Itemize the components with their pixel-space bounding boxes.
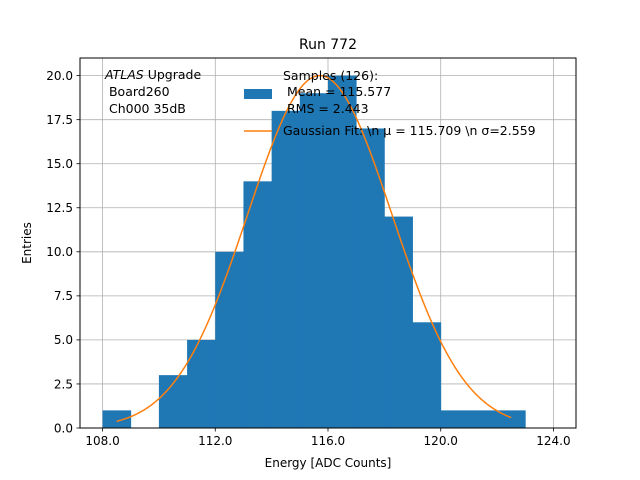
y-tick-label: 0.0 <box>54 421 73 435</box>
gaussian-fit-line <box>116 74 512 423</box>
annotation-line-1: ATLAS Upgrade <box>104 67 201 82</box>
x-tick-label: 112.0 <box>198 434 232 448</box>
legend-hist-line-2: Mean = 115.577 <box>283 84 391 99</box>
histogram-bar <box>215 251 244 428</box>
x-tick-label: 116.0 <box>311 434 345 448</box>
annotation-line-2: Board260 <box>105 84 170 99</box>
histogram-bar <box>356 128 385 428</box>
histogram-bar <box>271 110 301 428</box>
y-axis-ticks: 0.0 2.5 5.0 7.5 10.0 12.5 15.0 17.5 20.0 <box>46 69 80 435</box>
y-axis-label: Entries <box>20 222 34 264</box>
annotation-upgrade: Upgrade <box>144 67 202 82</box>
y-tick-label: 7.5 <box>54 289 73 303</box>
histogram-bar <box>187 339 216 428</box>
legend-hist-swatch <box>244 89 272 99</box>
legend-hist-line-1: Samples (126): <box>283 68 378 83</box>
legend-fit-label: Gaussian Fit: \n μ = 115.709 \n σ=2.559 <box>283 123 536 138</box>
histogram-bar <box>384 216 413 428</box>
annotation-line-3: Ch000 35dB <box>105 101 186 116</box>
gaussian-fit-group <box>116 74 512 423</box>
legend: Samples (126): Mean = 115.577 RMS = 2.44… <box>244 68 536 138</box>
histogram-bars <box>102 75 526 428</box>
x-tick-label: 120.0 <box>424 434 458 448</box>
annotation-atlas: ATLAS <box>104 67 144 82</box>
x-tick-label: 108.0 <box>85 434 119 448</box>
histogram-bar <box>412 322 442 428</box>
histogram-bar <box>440 410 526 428</box>
annotation-box: ATLAS Upgrade Board260 Ch000 35dB <box>104 67 201 116</box>
y-tick-label: 20.0 <box>46 69 73 83</box>
histogram-bar <box>102 410 132 428</box>
x-tick-label: 124.0 <box>536 434 570 448</box>
histogram-bar <box>328 75 357 428</box>
y-tick-label: 12.5 <box>46 201 73 215</box>
y-tick-label: 15.0 <box>46 157 73 171</box>
legend-hist-line-3: RMS = 2.443 <box>283 101 369 116</box>
y-tick-label: 2.5 <box>54 377 73 391</box>
histogram-bar <box>243 181 273 428</box>
x-axis-ticks: 108.0 112.0 116.0 120.0 124.0 <box>85 428 571 448</box>
y-tick-label: 5.0 <box>54 333 73 347</box>
x-axis-label: Energy [ADC Counts] <box>265 456 392 470</box>
y-tick-label: 10.0 <box>46 245 73 259</box>
histogram-bar <box>299 93 329 428</box>
y-tick-label: 17.5 <box>46 113 73 127</box>
chart-title: Run 772 <box>299 37 357 53</box>
